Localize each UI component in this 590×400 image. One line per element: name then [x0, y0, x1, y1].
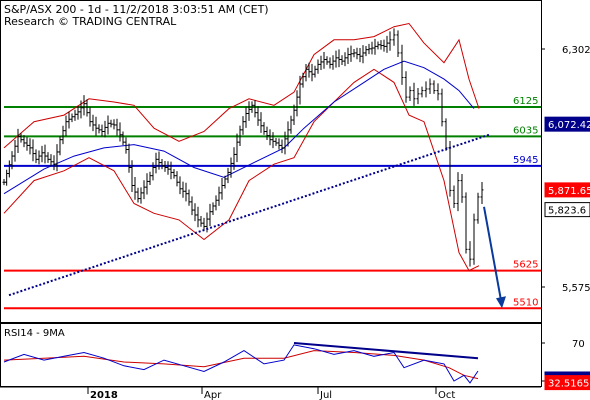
level-label-5510: 5510	[513, 297, 538, 308]
rsi-y-tick-label: 70	[572, 339, 585, 350]
upper-bollinger-band	[3, 22, 480, 149]
moving-average-line	[3, 60, 475, 195]
level-label-5625: 5625	[513, 260, 538, 271]
forecast-arrow-shaft	[483, 206, 502, 301]
level-label-5945: 5945	[513, 155, 538, 166]
support-trendline	[8, 133, 490, 297]
price-tag-plain: 5,823.6	[548, 206, 586, 217]
level-label-6035: 6035	[513, 125, 538, 136]
chart-subtitle: Research © TRADING CENTRAL	[4, 15, 177, 28]
y-tick-label: 5,575	[562, 283, 590, 294]
x-tick-label: Oct	[438, 390, 455, 400]
forecast-arrow-head	[496, 296, 506, 309]
rsi-panel-label: RSI14 - 9MA	[4, 328, 65, 339]
rsi-tag-red: 32.5165	[548, 379, 589, 390]
price-panel-frame	[0, 0, 542, 323]
rsi-moving-average	[3, 350, 479, 380]
level-label-6125: 6125	[513, 96, 538, 107]
x-tick-label: 2018	[90, 390, 118, 400]
rsi-line	[3, 344, 479, 384]
chart-title: S&P/ASX 200 - 1d - 11/2/2018 3:03:51 AM …	[4, 3, 269, 16]
x-tick-label: Apr	[204, 390, 222, 400]
price-tag-red-bg	[544, 182, 590, 198]
price-tag-plain-bg	[544, 202, 590, 218]
price-tag-dark-bg	[544, 116, 590, 132]
x-tick-label: Jul	[319, 390, 332, 400]
lower-bollinger-band	[3, 68, 480, 272]
rsi-divergence-line	[293, 342, 479, 360]
rsi-tag-red-bg	[544, 375, 590, 391]
price-tag-dark: 6,072.42	[548, 120, 590, 131]
price-tag-red: 5,871.65	[548, 186, 590, 197]
y-tick-label: 6,302	[562, 45, 590, 56]
